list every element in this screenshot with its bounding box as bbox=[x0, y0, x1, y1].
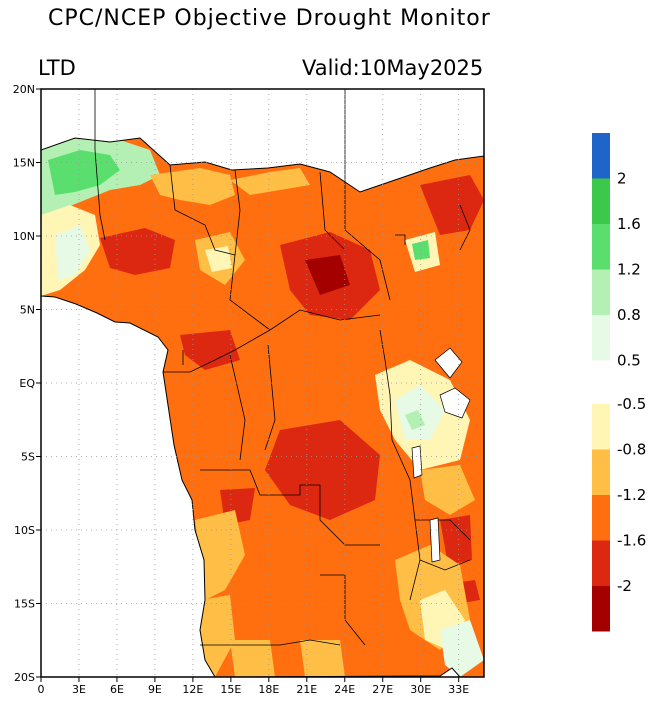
colorbar-label: -2 bbox=[617, 577, 632, 595]
lon-tick-label: 0 bbox=[38, 683, 45, 696]
country-borders bbox=[94, 89, 471, 646]
lon-tick-label: 24E bbox=[334, 683, 355, 696]
lat-tick-label: 10N bbox=[13, 230, 35, 243]
colorbar-swatch bbox=[592, 495, 610, 541]
lon-tick-label: 30E bbox=[410, 683, 431, 696]
colorbar-label: 1.6 bbox=[617, 215, 641, 233]
lon-tick-label: 12E bbox=[182, 683, 203, 696]
great-lakes bbox=[411, 347, 471, 563]
lon-tick-label: 33E bbox=[448, 683, 469, 696]
lat-ticks: 20N 15N 10N 5N EQ 5S 10S 15S 20S bbox=[13, 83, 41, 684]
colorbar-wet: 2 1.6 1.2 0.8 0.5 bbox=[592, 133, 641, 370]
colorbar-swatch bbox=[592, 540, 610, 586]
colorbar-label: 2 bbox=[617, 170, 627, 188]
colorbar-label: -0.5 bbox=[617, 395, 646, 413]
lon-tick-label: 27E bbox=[372, 683, 393, 696]
colorbar-label: -0.8 bbox=[617, 441, 646, 459]
colorbar-label: -1.6 bbox=[617, 532, 646, 550]
colorbar-label: 0.8 bbox=[617, 306, 641, 324]
lat-tick-label: 20N bbox=[13, 83, 35, 96]
colorbar-label: 1.2 bbox=[617, 261, 641, 279]
lon-tick-label: 18E bbox=[258, 683, 279, 696]
colorbar-swatch bbox=[592, 133, 610, 179]
lat-tick-label: 15N bbox=[13, 157, 35, 170]
lon-ticks: 0 3E 6E 9E 12E 15E 18E 21E 24E 27E 30E 33E bbox=[38, 677, 469, 696]
colorbar-swatch bbox=[592, 586, 610, 632]
colorbar-swatch bbox=[592, 449, 610, 495]
lat-tick-label: 5S bbox=[21, 451, 35, 464]
colorbar-dry: -0.5 -0.8 -1.2 -1.6 -2 bbox=[592, 395, 646, 632]
colorbar-swatch bbox=[592, 404, 610, 450]
colorbar-label: 0.5 bbox=[617, 352, 641, 370]
gridlines bbox=[41, 89, 484, 677]
lon-tick-label: 9E bbox=[148, 683, 162, 696]
colorbar-label: -1.2 bbox=[617, 486, 646, 504]
lat-tick-label: 15S bbox=[14, 598, 35, 611]
colorbar-swatch bbox=[592, 224, 610, 270]
product-label: LTD bbox=[38, 56, 76, 80]
colorbar-swatch bbox=[592, 315, 610, 361]
lat-tick-label: 5N bbox=[20, 304, 35, 317]
lon-tick-label: 21E bbox=[296, 683, 317, 696]
lon-tick-label: 15E bbox=[220, 683, 241, 696]
valid-date: Valid:10May2025 bbox=[302, 56, 484, 80]
colorbar-swatch bbox=[592, 178, 610, 224]
lat-tick-label: 20S bbox=[14, 671, 35, 684]
lat-tick-label: EQ bbox=[19, 377, 35, 390]
lon-tick-label: 3E bbox=[72, 683, 86, 696]
chart-title: CPC/NCEP Objective Drought Monitor bbox=[48, 6, 491, 31]
lon-tick-label: 6E bbox=[110, 683, 124, 696]
lat-tick-label: 10S bbox=[14, 524, 35, 537]
colorbar-swatch bbox=[592, 269, 610, 315]
